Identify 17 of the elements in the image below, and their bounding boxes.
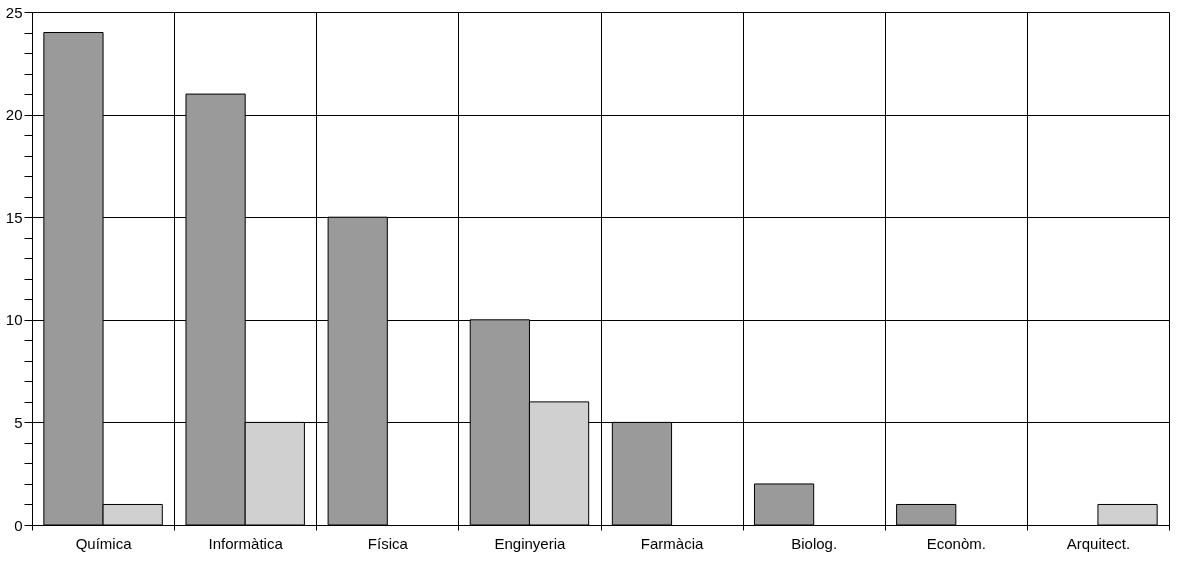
y-tick-label: 5 (14, 413, 23, 431)
x-tick-label: Enginyeria (494, 534, 567, 552)
y-tick-label: 10 (5, 311, 23, 329)
bar (1097, 503, 1158, 526)
x-tick-label: Química (75, 534, 133, 552)
bar (896, 503, 957, 526)
y-tick-label: 15 (5, 208, 23, 226)
x-tick-label: Física (367, 534, 409, 552)
x-tick-label: Biolog. (791, 534, 838, 552)
x-tick-label: Informàtica (208, 534, 284, 552)
x-tick-label: Arquitect. (1066, 534, 1131, 552)
y-tick-label: 0 (14, 516, 23, 534)
bar (753, 483, 815, 526)
x-tick-label: Farmàcia (640, 534, 704, 552)
y-tick-label: 25 (5, 3, 23, 21)
x-tick-label: Econòm. (926, 534, 986, 552)
y-tick-label: 20 (5, 106, 23, 124)
